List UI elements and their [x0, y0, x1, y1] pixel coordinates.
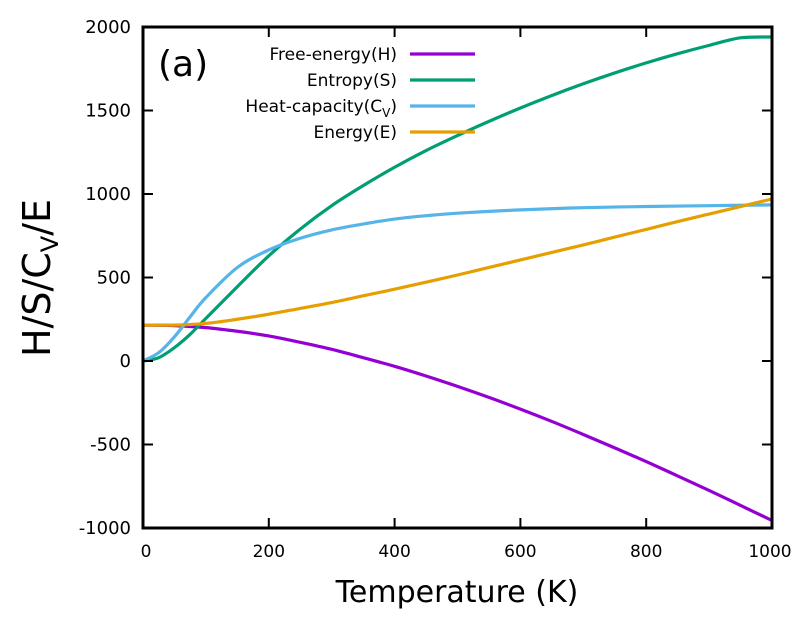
- legend-label-sub-2: V: [382, 106, 391, 120]
- x-tick-label-4: 800: [630, 542, 662, 562]
- legend: Free-energy(H) Entropy(S) Heat-capacity(CV…: [245, 45, 475, 143]
- legend-label-2: Heat-capacity(CV): [245, 97, 397, 120]
- series-line-3: [143, 197, 772, 327]
- y-tick-label-6: 2000: [85, 17, 131, 38]
- y-axis-title-tail: /E: [15, 199, 59, 236]
- legend-label-main-2: Heat-capacity(C: [245, 97, 382, 117]
- labels-layer: -1000 -500 0 500 1000 1500 2000 0 200 400 600 800 10…: [79, 17, 792, 562]
- legend-label-main-0: Free-energy(H): [270, 45, 398, 65]
- legend-label-tail-2: ): [390, 97, 397, 117]
- panel-label: (a): [158, 44, 208, 85]
- y-tick-label-0: -1000: [79, 518, 131, 539]
- plot-frame: [141, 25, 774, 530]
- y-tick-label-5: 1500: [85, 101, 131, 122]
- x-tick-label-2: 400: [378, 542, 410, 562]
- x-tick-label-3: 600: [504, 542, 536, 562]
- x-tick-label-5: 1000: [748, 542, 791, 562]
- y-axis-title: H/S/CV/E: [15, 199, 64, 357]
- y-axis-title-main: H/S/C: [15, 252, 59, 357]
- legend-label-3: Energy(E): [313, 123, 397, 143]
- legend-label-1: Entropy(S): [307, 71, 397, 91]
- y-axis-title-subscript: V: [36, 235, 64, 252]
- y-tick-label-4: 1000: [85, 184, 131, 205]
- y-tick-label-1: -500: [90, 435, 131, 456]
- legend-label-main-3: Energy(E): [313, 123, 397, 143]
- x-tick-label-0: 0: [141, 542, 152, 562]
- series-layer: [143, 35, 772, 522]
- ticks-layer: [142, 26, 773, 529]
- series-line-2: [143, 203, 772, 363]
- x-axis-title: Temperature (K): [335, 575, 579, 610]
- x-tick-label-1: 200: [253, 542, 285, 562]
- y-tick-label-2: 0: [120, 351, 131, 372]
- legend-label-main-1: Entropy(S): [307, 71, 397, 91]
- series-line-0: [143, 323, 772, 522]
- y-tick-label-3: 500: [97, 268, 131, 289]
- legend-label-0: Free-energy(H): [270, 45, 398, 65]
- series-line-1: [143, 35, 772, 363]
